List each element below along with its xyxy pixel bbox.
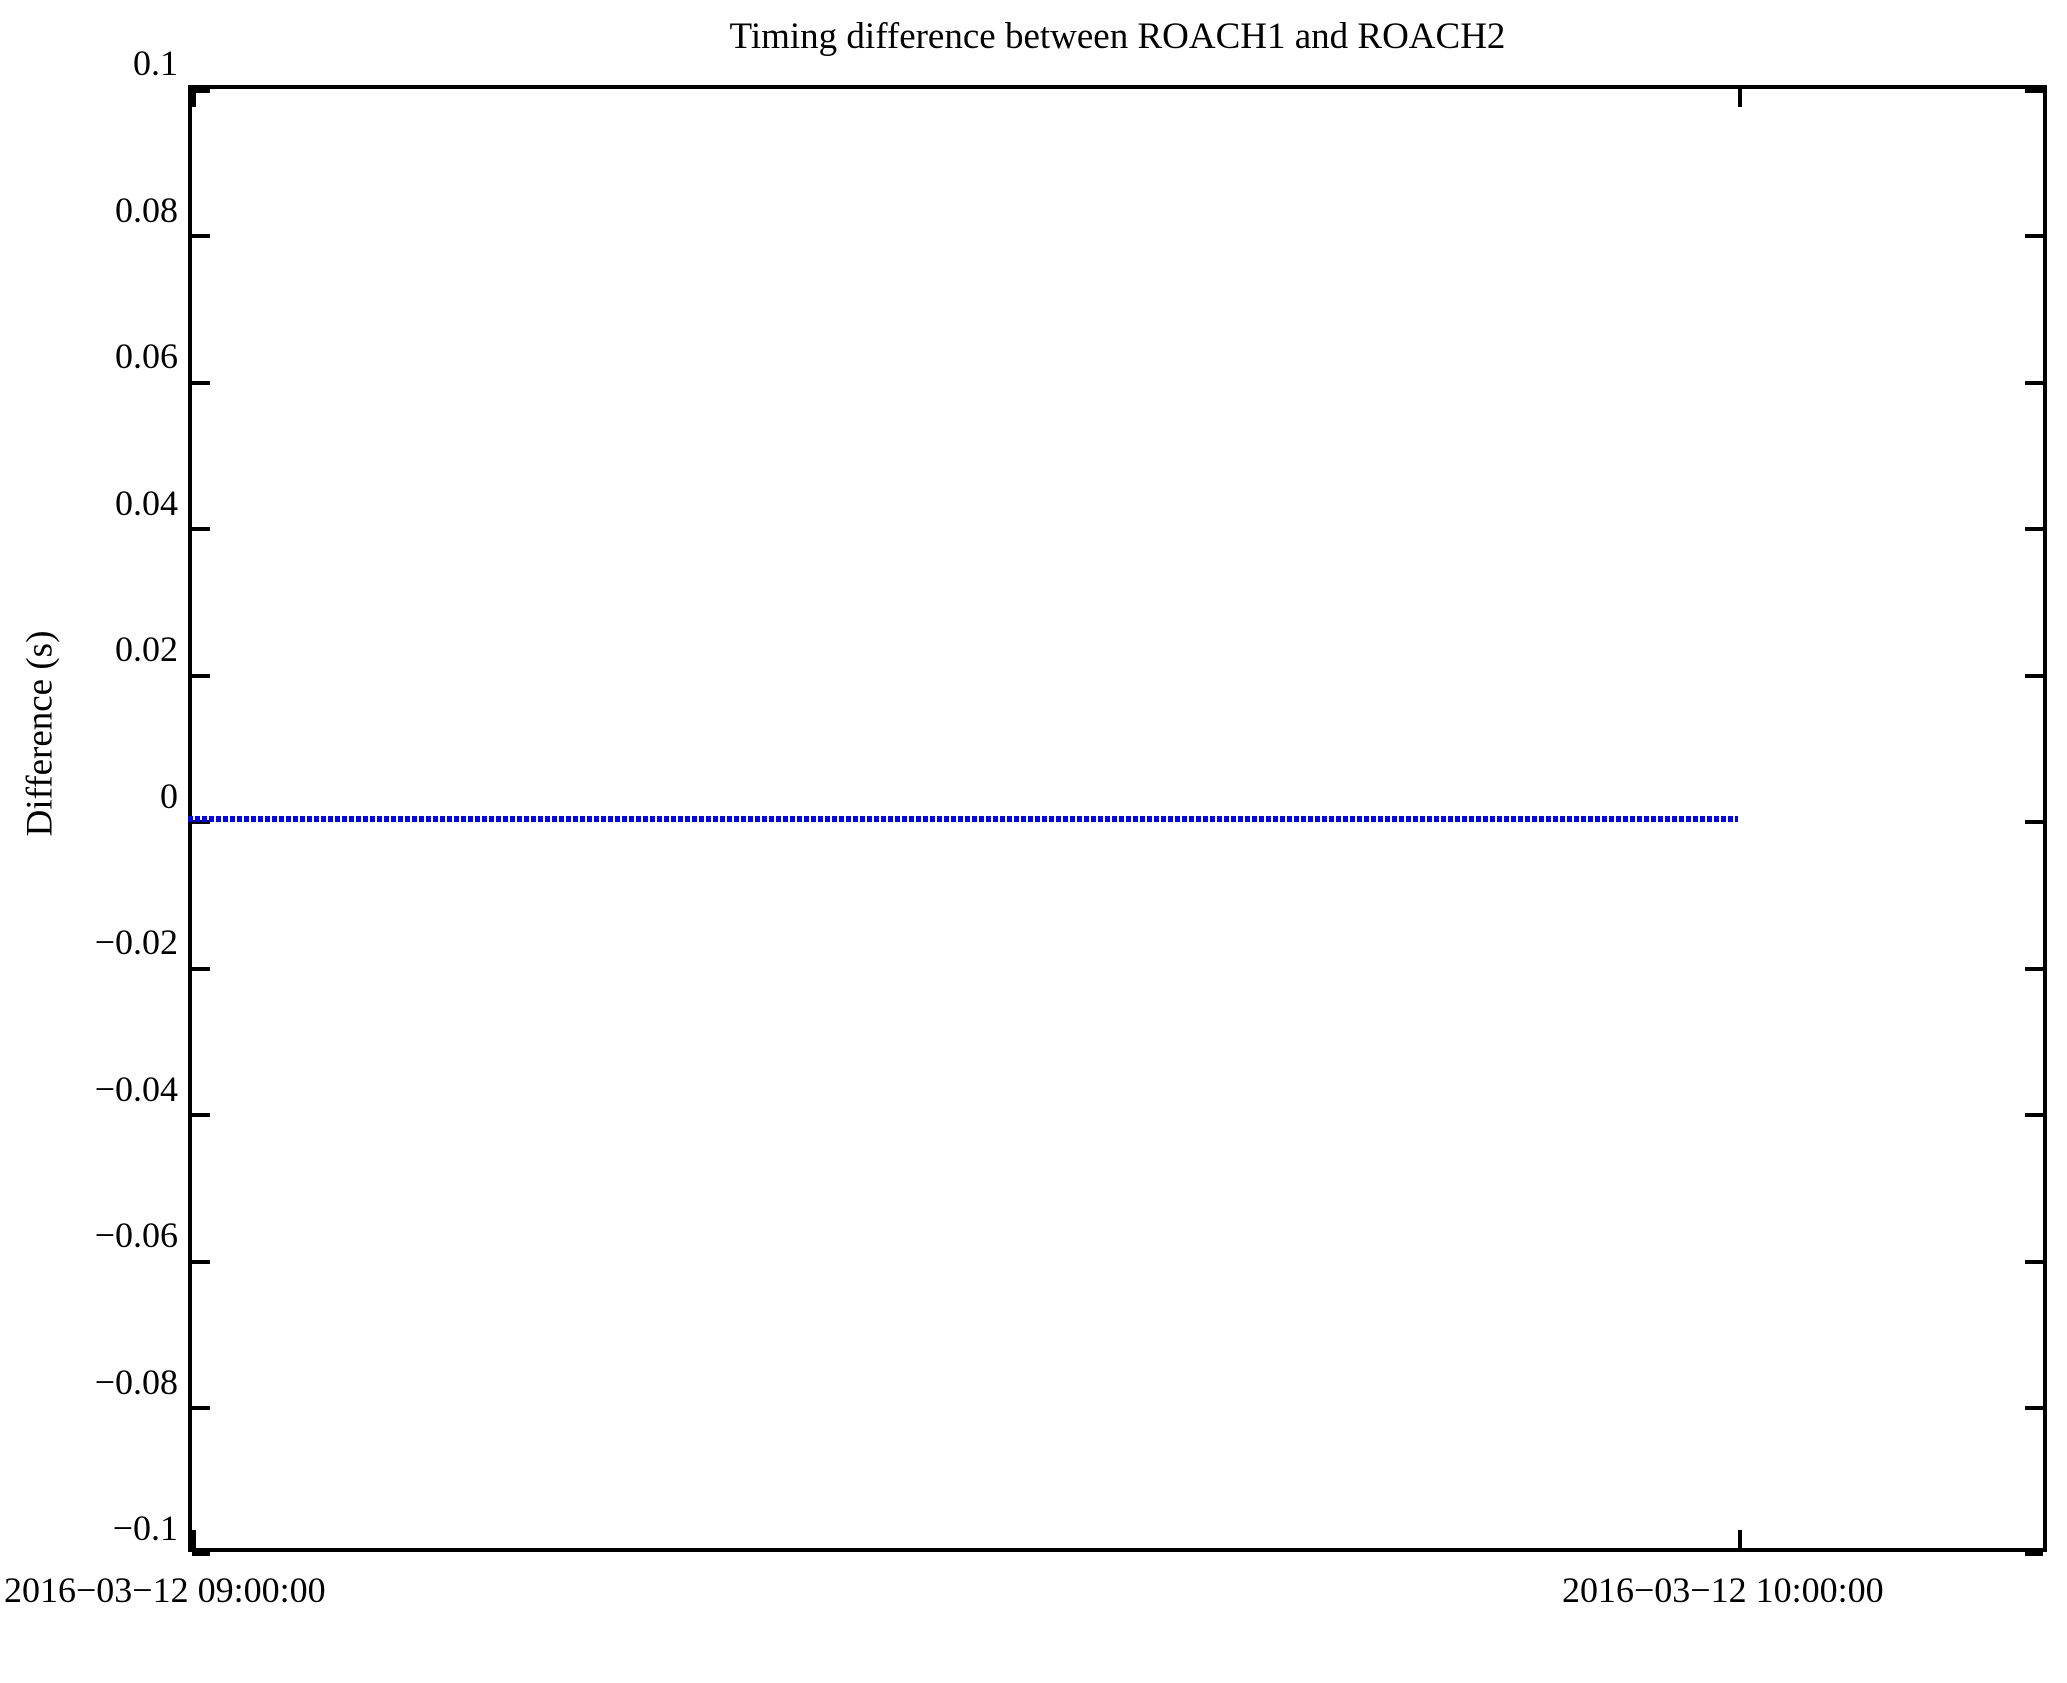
y-tick-label-10: −0.1 (112, 1508, 178, 1548)
x-tick-mark-start (192, 1530, 196, 1548)
y-tick-label-2: 0.06 (115, 336, 178, 376)
y-tick-mark-right-5 (2025, 820, 2043, 824)
x-tick-mark-top-start (192, 89, 196, 107)
y-tick-label-0: 0.1 (133, 43, 178, 83)
y-tick-mark-left-4 (192, 674, 210, 678)
x-tick-label-end: 2016−03−12 10:00:00 (1562, 1570, 1884, 1610)
y-tick-label-3: 0.04 (115, 483, 178, 523)
y-tick-label-7: −0.04 (94, 1069, 178, 1109)
y-tick-mark-left-8 (192, 1260, 210, 1264)
page-title: Timing difference between ROACH1 and ROA… (729, 16, 1506, 57)
y-axis-label: Difference (s) (19, 630, 61, 837)
y-tick-mark-right-1 (2025, 234, 2043, 238)
y-tick-mark-left-9 (192, 1406, 210, 1410)
y-tick-mark-right-10 (2025, 1552, 2043, 1556)
y-tick-mark-right-7 (2025, 1113, 2043, 1117)
y-tick-mark-right-4 (2025, 674, 2043, 678)
y-tick-mark-left-0 (192, 89, 210, 93)
y-tick-mark-left-6 (192, 967, 210, 971)
y-tick-label-6: −0.02 (94, 922, 178, 962)
y-tick-mark-left-10 (192, 1552, 210, 1556)
plot-area (188, 85, 2047, 1556)
y-tick-mark-left-5 (192, 820, 210, 824)
y-tick-mark-right-9 (2025, 1406, 2043, 1410)
y-tick-mark-right-8 (2025, 1260, 2043, 1264)
y-tick-label-1: 0.08 (115, 190, 178, 230)
y-tick-mark-right-3 (2025, 527, 2043, 531)
x-tick-label-start: 2016−03−12 09:00:00 (4, 1570, 326, 1610)
y-tick-mark-right-0 (2025, 89, 2043, 93)
y-tick-label-8: −0.06 (94, 1215, 178, 1255)
x-tick-mark-end (1738, 1530, 1742, 1548)
y-tick-label-9: −0.08 (94, 1362, 178, 1402)
y-tick-mark-left-3 (192, 527, 210, 531)
y-tick-label-5: 0 (160, 776, 178, 816)
y-tick-mark-left-7 (192, 1113, 210, 1117)
y-tick-mark-right-2 (2025, 381, 2043, 385)
y-tick-mark-right-6 (2025, 967, 2043, 971)
y-tick-label-4: 0.02 (115, 629, 178, 669)
x-tick-mark-top-end (1738, 89, 1742, 107)
y-tick-mark-left-1 (192, 234, 210, 238)
y-tick-mark-left-2 (192, 381, 210, 385)
